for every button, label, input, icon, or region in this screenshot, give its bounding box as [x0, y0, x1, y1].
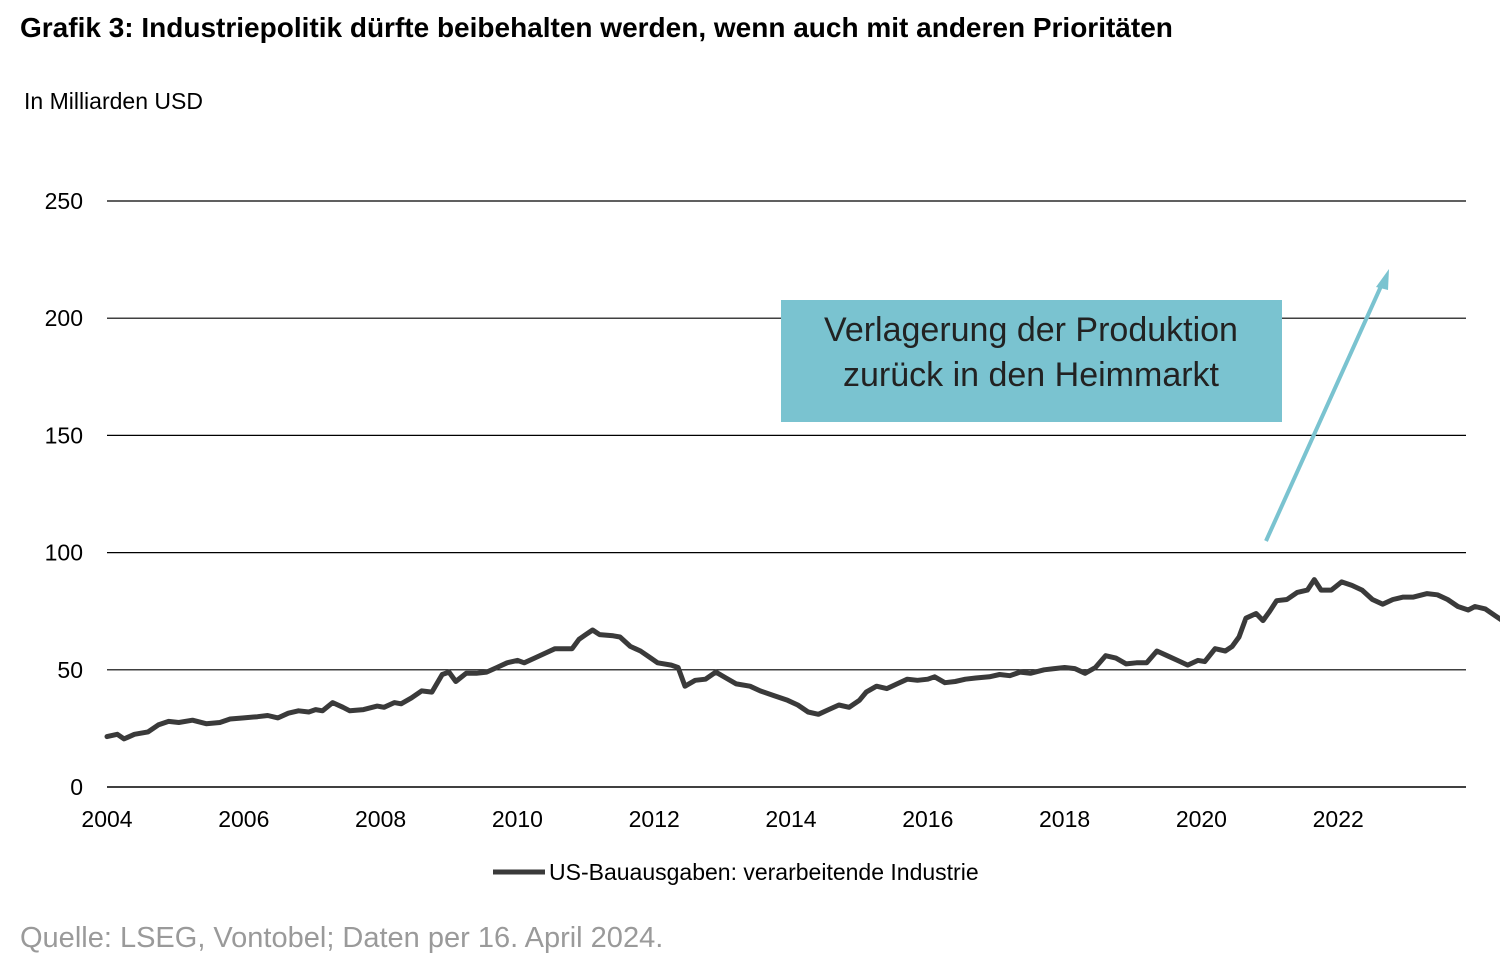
x-tick-2020: 2020 [1176, 806, 1227, 832]
y-tick-150: 150 [45, 422, 83, 448]
legend: US-Bauausgaben: verarbeitende Industrie [493, 859, 979, 885]
y-tick-200: 200 [45, 305, 83, 331]
x-tick-2014: 2014 [765, 806, 816, 832]
y-tick-100: 100 [45, 540, 83, 566]
y-tick-0: 0 [70, 774, 83, 800]
x-tick-2022: 2022 [1313, 806, 1364, 832]
annotation-box [781, 300, 1282, 422]
x-tick-2018: 2018 [1039, 806, 1090, 832]
x-tick-2004: 2004 [81, 806, 132, 832]
gridlines [107, 200, 1466, 788]
series-group [104, 577, 1500, 742]
x-tick-2006: 2006 [218, 806, 269, 832]
x-tick-2016: 2016 [902, 806, 953, 832]
x-tick-2012: 2012 [629, 806, 680, 832]
x-tick-2010: 2010 [492, 806, 543, 832]
annotation-line-2: zurück in den Heimmarkt [843, 356, 1220, 394]
source-note: Quelle: LSEG, Vontobel; Daten per 16. Ap… [20, 922, 664, 954]
annotation-line-1: Verlagerung der Produktion [824, 311, 1238, 349]
x-tick-labels: 2004 2006 2008 2010 2012 2014 2016 2018 2020 2022 [81, 806, 1363, 832]
annotation: Verlagerung der Produktion zurück in den… [781, 269, 1389, 542]
chart-title: Grafik 3: Industriepolitik dürfte beibeh… [20, 12, 1173, 43]
annotation-arrow-shaft [1264, 283, 1384, 542]
series-line-0 [104, 577, 1500, 742]
x-tick-2008: 2008 [355, 806, 406, 832]
annotation-arrow-head [1376, 269, 1389, 290]
y-axis-unit-label: In Milliarden USD [24, 88, 203, 114]
y-tick-250: 250 [45, 188, 83, 214]
y-tick-labels: 0 50 100 150 200 250 [45, 188, 83, 800]
y-tick-50: 50 [57, 657, 83, 683]
legend-label: US-Bauausgaben: verarbeitende Industrie [549, 859, 979, 885]
